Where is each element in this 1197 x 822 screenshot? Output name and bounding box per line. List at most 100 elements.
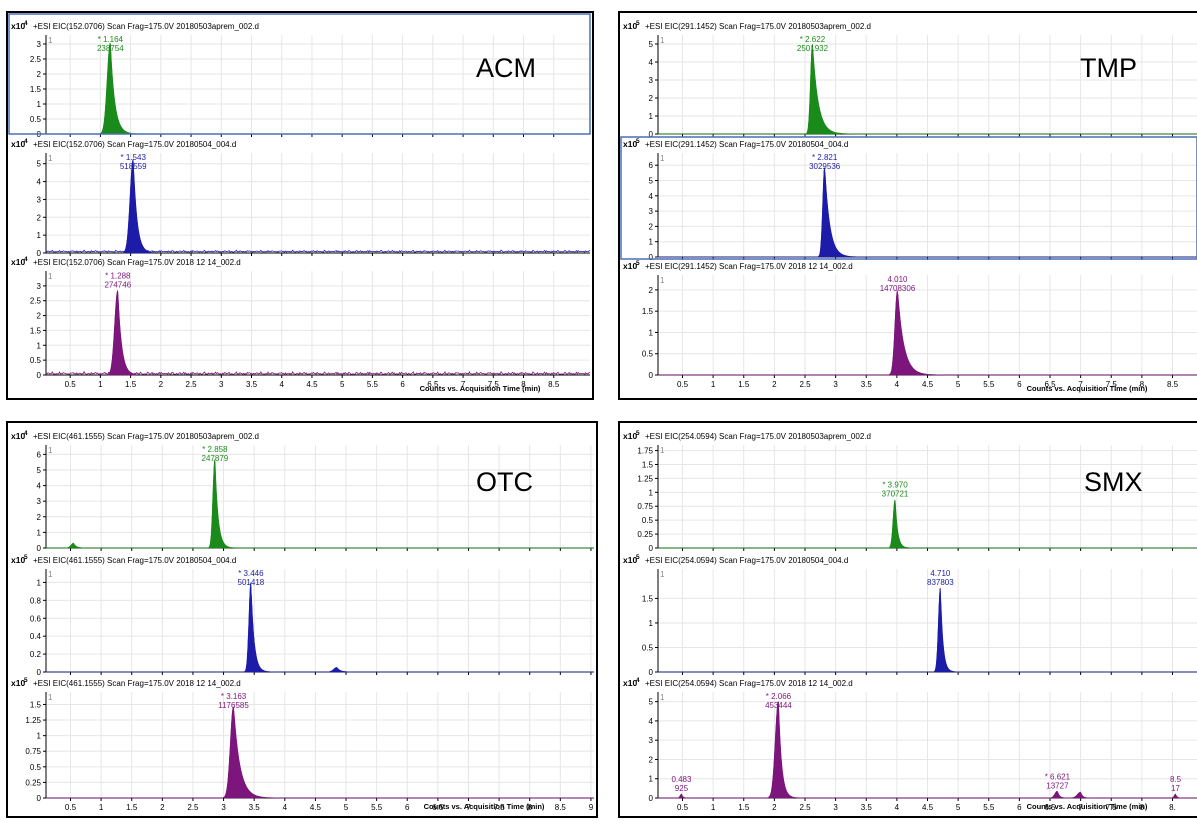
- peak-area: 370721: [882, 490, 909, 499]
- x-tick-label: 8: [1140, 380, 1145, 389]
- x-tick-label: 4: [895, 803, 900, 812]
- y-tick-label: 0: [37, 371, 42, 380]
- x-tick-label: 6: [1017, 380, 1022, 389]
- y-scale-exponent: 5: [24, 677, 28, 684]
- trace-line: [46, 583, 594, 673]
- peak-retention-time: 4.010: [887, 275, 908, 284]
- y-tick-label: 4: [37, 482, 42, 491]
- y-tick-label: 6: [649, 161, 654, 170]
- x-tick-label: 2: [160, 803, 165, 812]
- x-tick-label: 2: [772, 380, 777, 389]
- y-tick-label: 1: [649, 488, 654, 497]
- acm-chromatogram-panel: x10 4 +ESI EIC(152.0706) Scan Frag=175.0V …: [6, 11, 594, 400]
- x-tick-label: 3: [833, 380, 838, 389]
- y-tick-label: 0.8: [30, 596, 42, 605]
- y-tick-label: 2: [37, 213, 42, 222]
- y-tick-label: 1: [37, 578, 42, 587]
- y-tick-label: 3: [37, 40, 42, 49]
- x-tick-label: 8: [527, 803, 532, 812]
- trace-line: [658, 500, 1197, 549]
- x-tick-label: 1: [98, 380, 103, 389]
- x-tick-label: 7: [466, 803, 471, 812]
- x-tick-label: 7.5: [1106, 380, 1118, 389]
- x-tick-label: 2: [772, 803, 777, 812]
- x-tick-label: 8: [1140, 803, 1145, 812]
- y-scale-label: x10: [623, 555, 637, 565]
- y-tick-label: 1.25: [25, 716, 41, 725]
- compound-label-tmp: TMP: [1080, 53, 1137, 83]
- x-tick-label: 5.5: [367, 380, 379, 389]
- y-tick-label: 1.25: [637, 474, 653, 483]
- y-tick-label: 0: [37, 249, 42, 258]
- x-tick-label: 4.5: [310, 803, 322, 812]
- x-axis-title: Counts vs. Acquisition Time (min): [1027, 384, 1148, 393]
- peak-fill: [767, 701, 794, 799]
- y-tick-label: 0: [37, 544, 42, 553]
- x-tick-label: 1: [99, 803, 104, 812]
- y-tick-label: 0: [37, 668, 42, 677]
- x-tick-label: 5: [340, 380, 345, 389]
- x-tick-label: 4: [280, 380, 285, 389]
- y-scale-label: x10: [623, 431, 637, 441]
- x-tick-label: 3.5: [249, 803, 261, 812]
- trace-index: 1: [48, 570, 53, 579]
- peak-area: 1176585: [218, 701, 249, 710]
- y-tick-label: 5: [649, 177, 654, 186]
- y-tick-label: 5: [649, 40, 654, 49]
- peak-fill: [222, 706, 265, 799]
- y-tick-label: 5: [37, 160, 42, 169]
- peak-area: 518559: [120, 162, 147, 171]
- peak-retention-time: * 2.858: [202, 445, 228, 454]
- y-tick-label: 2.5: [30, 297, 42, 306]
- trace-title: +ESI EIC(152.0706) Scan Frag=175.0V 2018…: [33, 22, 259, 31]
- otc-chromatogram-panel: x10 4 +ESI EIC(461.1555) Scan Frag=175.0V …: [6, 421, 598, 818]
- peak-fill: [888, 499, 908, 549]
- x-tick-label: 9: [589, 803, 594, 812]
- x-tick-label: 1.5: [738, 803, 750, 812]
- x-tick-label: 6.5: [432, 803, 444, 812]
- y-tick-label: 0: [649, 130, 654, 139]
- selected-trace-frame: [8, 13, 591, 135]
- y-tick-label: 2.5: [30, 55, 42, 64]
- x-tick-label: 4.5: [922, 803, 934, 812]
- x-tick-label: 8: [521, 380, 526, 389]
- x-tick-label: 6: [400, 380, 405, 389]
- y-scale-label: x10: [623, 139, 637, 149]
- compound-label-smx: SMX: [1084, 467, 1143, 497]
- peak-retention-time: * 1.164: [98, 35, 124, 44]
- y-tick-label: 1: [37, 732, 42, 741]
- y-tick-label: 2: [649, 755, 654, 764]
- trace-line: [658, 44, 1197, 135]
- x-tick-label: 6.5: [427, 380, 439, 389]
- y-tick-label: 1: [37, 231, 42, 240]
- y-tick-label: 1: [649, 112, 654, 121]
- trace-line: [658, 169, 1197, 258]
- trace-index: 1: [660, 446, 665, 455]
- y-scale-label: x10: [11, 139, 25, 149]
- x-tick-label: 0.5: [65, 803, 77, 812]
- trace-line: [658, 588, 1197, 673]
- x-tick-label: 0.5: [677, 380, 689, 389]
- trace-index: 1: [48, 446, 53, 455]
- peak-area: 247879: [202, 454, 229, 463]
- x-tick-label: 7: [1078, 803, 1083, 812]
- y-tick-label: 2: [37, 312, 42, 321]
- x-tick-label: 5: [956, 803, 961, 812]
- x-tick-label: 8.5: [555, 803, 567, 812]
- trace-title: +ESI EIC(461.1555) Scan Frag=175.0V 2018…: [33, 432, 259, 441]
- y-tick-label: 1.5: [30, 326, 42, 335]
- x-tick-label: 6: [1017, 803, 1022, 812]
- trace-index: 1: [660, 36, 665, 45]
- peak-retention-time: * 2.821: [812, 153, 838, 162]
- trace-line: [46, 706, 594, 799]
- peak-area: 14708306: [880, 284, 916, 293]
- trace-title: +ESI EIC(254.0594) Scan Frag=175.0V 2018…: [645, 432, 871, 441]
- trace-title: +ESI EIC(152.0706) Scan Frag=175.0V 2018…: [33, 140, 236, 149]
- y-tick-label: 1.5: [642, 460, 654, 469]
- peak-area: 238754: [97, 44, 124, 53]
- peak-fill: [244, 582, 267, 673]
